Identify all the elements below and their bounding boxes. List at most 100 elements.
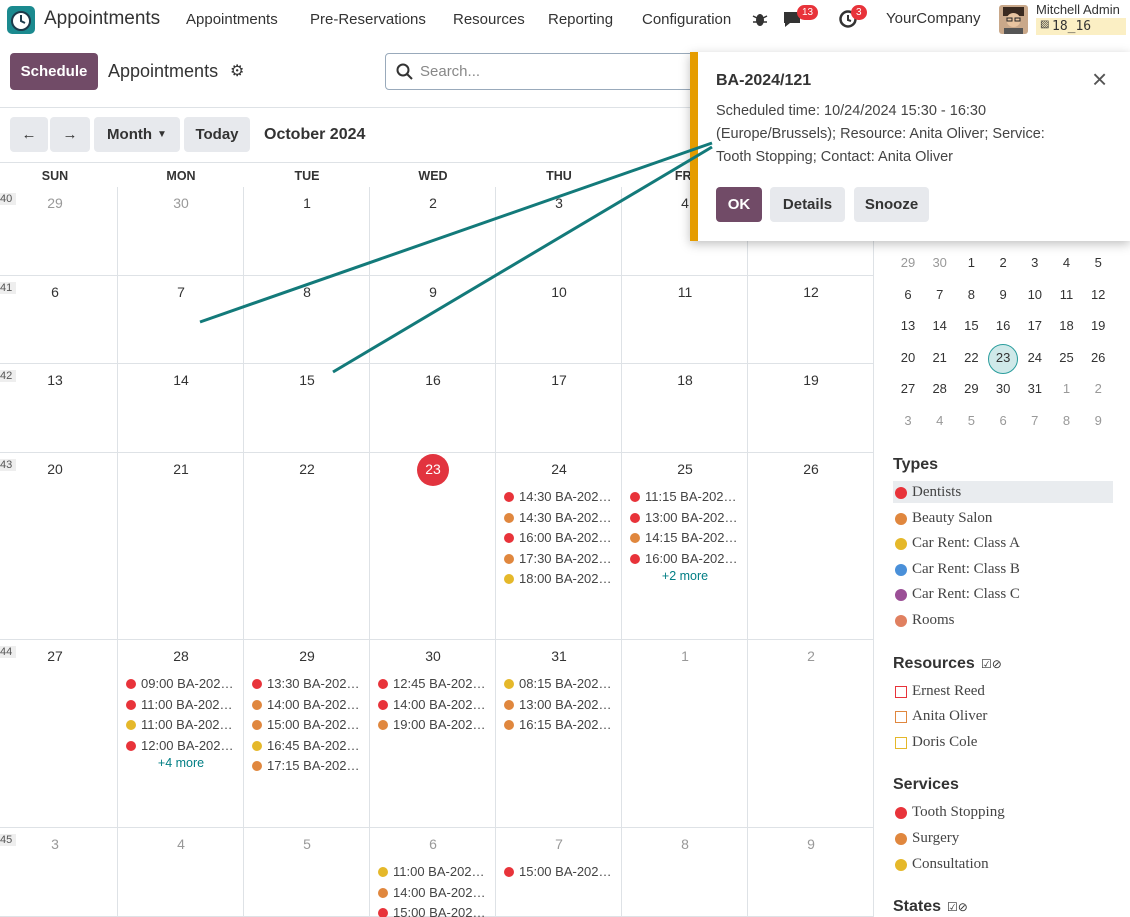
mini-day[interactable]: 5 [1094,255,1102,270]
menu-item[interactable]: Pre-Reservations [310,11,426,28]
filter-label[interactable]: Car Rent: Class A [912,535,1020,552]
event[interactable]: 11:00 BA-202… [141,696,233,712]
mini-day[interactable]: 6 [999,413,1007,428]
mini-day[interactable]: 5 [967,413,975,428]
day-cell[interactable] [496,640,622,828]
filter-checkbox[interactable] [895,711,907,724]
mini-day[interactable]: 19 [1090,318,1106,334]
mini-day[interactable]: 9 [1094,413,1102,428]
mini-day[interactable]: 2 [999,255,1007,270]
close-button[interactable]: × [1092,64,1108,94]
day-cell[interactable] [370,640,496,828]
filter-dot[interactable] [895,858,907,871]
mini-day[interactable]: 18 [1059,318,1074,334]
day-cell[interactable] [748,364,874,453]
event[interactable]: 11:15 BA-202… [645,489,737,504]
filter-dot[interactable] [895,807,907,820]
mini-day[interactable]: 30 [932,255,947,270]
day-cell[interactable] [244,453,370,640]
day-cell[interactable] [118,640,244,828]
mini-day[interactable]: 3 [904,413,912,428]
day-cell[interactable] [118,364,244,453]
mini-day[interactable]: 21 [932,349,947,365]
event[interactable]: 15:00 BA-202… [267,717,360,733]
filter-label[interactable]: Rooms [912,612,955,628]
filter-label[interactable]: Consultation [912,855,989,872]
more-link[interactable]: +4 more [157,756,205,771]
filter-dot[interactable] [895,589,907,602]
event[interactable]: 14:00 BA-202… [267,696,360,712]
menu-item[interactable]: Reporting [548,11,614,28]
day-cell[interactable] [622,453,748,640]
event[interactable]: 11:00 BA-202… [393,864,485,879]
filter-label[interactable]: Ernest Reed [912,682,985,699]
event[interactable]: 19:00 BA-202… [393,717,486,733]
popover-button[interactable]: Details [770,187,845,222]
day-cell[interactable] [0,276,118,364]
filter-label[interactable]: Anita Oliver [912,708,988,725]
more-link[interactable]: +2 more [661,569,709,584]
mini-day[interactable]: 11 [1059,286,1074,302]
day-cell[interactable] [244,640,370,828]
event[interactable]: 16:00 BA-202… [519,530,612,546]
filter-dot[interactable] [895,538,907,551]
menu-item[interactable]: Appointments [186,11,278,28]
company-switcher[interactable]: YourCompany [886,10,981,27]
debug-icon[interactable] [752,10,768,28]
menu-item[interactable]: Configuration [642,11,732,28]
mini-day[interactable]: 10 [1027,286,1043,302]
event[interactable]: 16:45 BA-202… [267,737,360,753]
event[interactable]: 17:30 BA-202… [519,550,612,566]
event[interactable]: 14:00 BA-202… [393,884,486,900]
filter-dot[interactable] [895,487,907,499]
event[interactable]: 13:00 BA-202… [645,509,738,525]
mini-day[interactable]: 1 [967,255,975,270]
mini-day[interactable]: 20 [900,349,916,365]
app-name[interactable]: Appointments [44,8,161,29]
mini-day[interactable]: 29 [900,255,916,270]
mini-day[interactable]: 24 [1027,349,1043,365]
day-cell[interactable] [622,364,748,453]
mini-day[interactable]: 2 [1094,381,1102,397]
filter-dot[interactable] [895,615,907,627]
event[interactable]: 18:00 BA-202… [519,571,612,587]
user-name[interactable]: Mitchell Admin [1036,2,1120,17]
day-cell[interactable] [0,364,118,453]
mini-day[interactable]: 17 [1027,318,1043,334]
mini-day[interactable]: 14 [932,318,947,334]
event[interactable]: 17:15 BA-202… [267,758,360,774]
event[interactable]: 08:15 BA-202… [519,676,612,691]
event[interactable]: 14:15 BA-202… [645,530,738,546]
day-cell[interactable] [0,640,118,828]
mini-day[interactable]: 31 [1027,381,1043,397]
day-cell[interactable] [118,453,244,640]
filter-dot[interactable] [895,563,907,576]
mini-day[interactable]: 28 [932,381,947,397]
event[interactable]: 15:00 BA-202… [519,864,612,879]
mini-day[interactable]: 8 [967,286,975,302]
mini-day[interactable]: 29 [964,381,979,397]
day-cell[interactable] [622,640,748,828]
search-placeholder[interactable]: Search... [420,63,481,80]
day-cell[interactable] [748,453,874,640]
filter-label[interactable]: Doris Cole [912,733,978,750]
day-cell[interactable] [496,364,622,453]
next-button[interactable]: → [50,117,90,152]
mini-day[interactable]: 12 [1090,286,1106,302]
filter-label[interactable]: Car Rent: Class C [912,586,1020,603]
menu-item[interactable]: Resources [453,11,525,28]
mini-day[interactable]: 3 [1031,255,1039,270]
mini-day[interactable]: 30 [995,381,1011,397]
filter-checkbox[interactable] [895,685,907,698]
mini-day[interactable]: 8 [1062,413,1071,428]
event[interactable]: 09:00 BA-202… [141,676,234,691]
event[interactable]: 16:15 BA-202… [519,717,612,733]
mini-day[interactable]: 9 [999,286,1007,302]
mini-day[interactable]: 13 [900,318,916,334]
filter-label[interactable]: Dentists [912,484,962,500]
day-cell[interactable] [0,453,118,640]
filter-checkbox[interactable] [895,736,907,749]
mini-day[interactable]: 16 [995,318,1011,334]
mini-day[interactable]: 23 [995,349,1011,365]
filter-dot[interactable] [895,833,907,845]
